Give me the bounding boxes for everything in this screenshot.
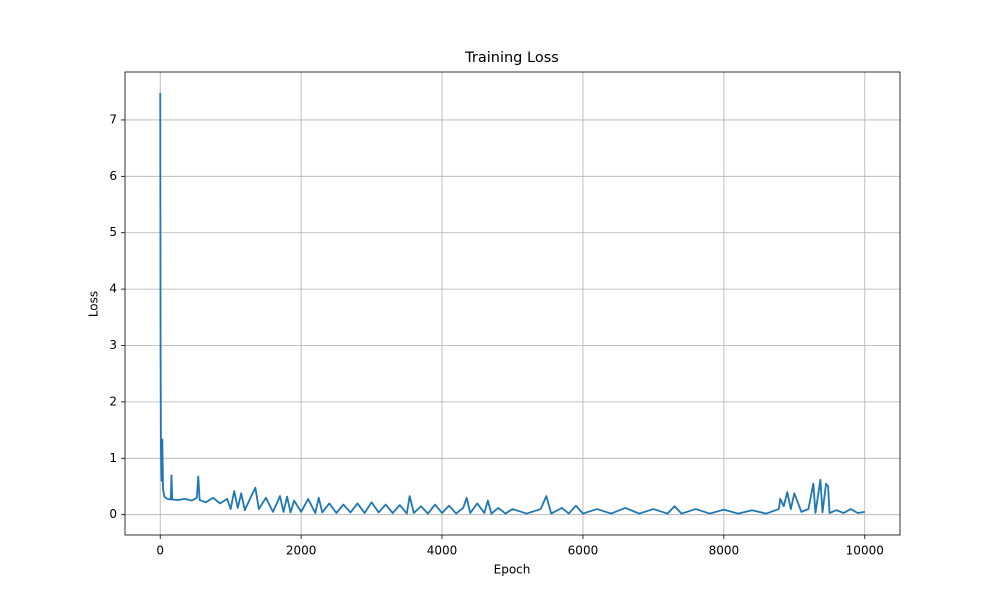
y-tick-label: 5 <box>109 225 117 239</box>
x-tick-label: 4000 <box>427 544 458 558</box>
y-tick-label: 1 <box>109 451 117 465</box>
x-axis-label: Epoch <box>494 563 531 577</box>
y-tick-label: 3 <box>109 338 117 352</box>
y-axis-label: Loss <box>87 291 101 317</box>
y-tick-label: 6 <box>109 169 117 183</box>
x-tick-label: 8000 <box>709 544 740 558</box>
plot-frame <box>124 71 901 536</box>
x-tick-label: 6000 <box>568 544 599 558</box>
y-tick-label: 2 <box>109 394 117 408</box>
y-tick-label: 4 <box>109 282 117 296</box>
x-tick-label: 10000 <box>846 544 884 558</box>
y-tick-label: 7 <box>109 112 117 126</box>
y-tick-label: 0 <box>109 507 117 521</box>
x-tick-label: 0 <box>156 544 164 558</box>
loss-line <box>159 92 865 515</box>
x-tick-label: 2000 <box>286 544 317 558</box>
chart-title: Training Loss <box>464 50 559 66</box>
